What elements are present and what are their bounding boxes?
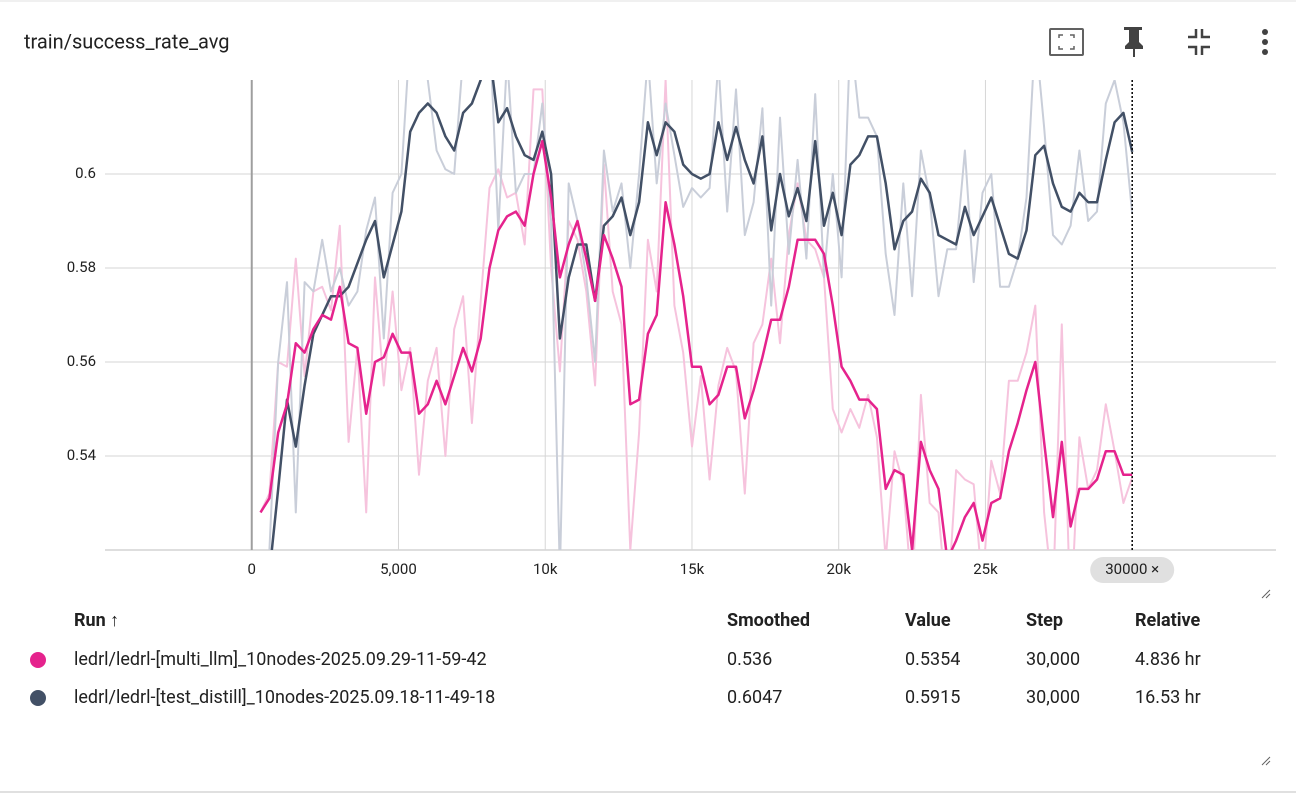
table-cell: 4.836 hr: [1135, 649, 1201, 670]
x-tick-label: 5,000: [380, 560, 417, 578]
labels: 0.54 0.56 0.58 0.6 0 5,000 10k 15k 20k 25k 30000 ×…: [30, 80, 1201, 708]
series-line: [259, 139, 1133, 550]
run-color: [30, 652, 46, 668]
cursor-label: 30000 ×: [1105, 560, 1159, 578]
cursor-label-bg: [1090, 557, 1175, 583]
y-tick-label: 0.6: [75, 164, 96, 182]
y-tick-label: 0.54: [67, 446, 97, 464]
more-icon[interactable]: [1262, 29, 1268, 55]
chart-title: train/success_rate_avg: [24, 29, 230, 53]
y-tick-label: 0.58: [67, 258, 96, 276]
table-cell: 0.536: [727, 649, 772, 670]
table-header: Smoothed: [727, 610, 810, 631]
x-tick-label: 0: [248, 560, 256, 578]
table-cell: 16.53 hr: [1135, 687, 1201, 708]
run-color: [30, 690, 46, 706]
run-name: ledrl/ledrl-[test_distill]_10nodes-2025.…: [74, 687, 495, 708]
grid: [105, 80, 1276, 550]
table-cell: 30,000: [1026, 687, 1080, 708]
table-header: Relative: [1135, 610, 1201, 631]
y-tick-label: 0.56: [67, 352, 96, 370]
series-line: [268, 80, 1134, 550]
x-tick-label: 25k: [973, 560, 998, 578]
table-header: Run ↑: [74, 610, 119, 631]
pin-icon[interactable]: [1124, 27, 1143, 57]
series-line: [259, 80, 1134, 550]
fit-icon[interactable]: [1049, 28, 1084, 56]
x-tick-label: 20k: [826, 560, 851, 578]
table-cell: 0.5915: [905, 687, 960, 708]
resize-handle[interactable]: [1261, 589, 1271, 599]
table-header: Value: [905, 610, 951, 631]
series-line: [270, 80, 1134, 550]
resize-handle[interactable]: [1261, 756, 1271, 766]
x-tick-label: 15k: [680, 560, 705, 578]
run-name: ledrl/ledrl-[multi_llm]_10nodes-2025.09.…: [74, 649, 487, 670]
lines: [259, 80, 1134, 550]
table-cell: 0.5354: [905, 649, 960, 670]
collapse-icon[interactable]: [1188, 29, 1210, 55]
x-tick-label: 10k: [533, 560, 558, 578]
table-header: Step: [1026, 610, 1063, 631]
table-cell: 30,000: [1026, 649, 1080, 670]
table-cell: 0.6047: [727, 687, 782, 708]
